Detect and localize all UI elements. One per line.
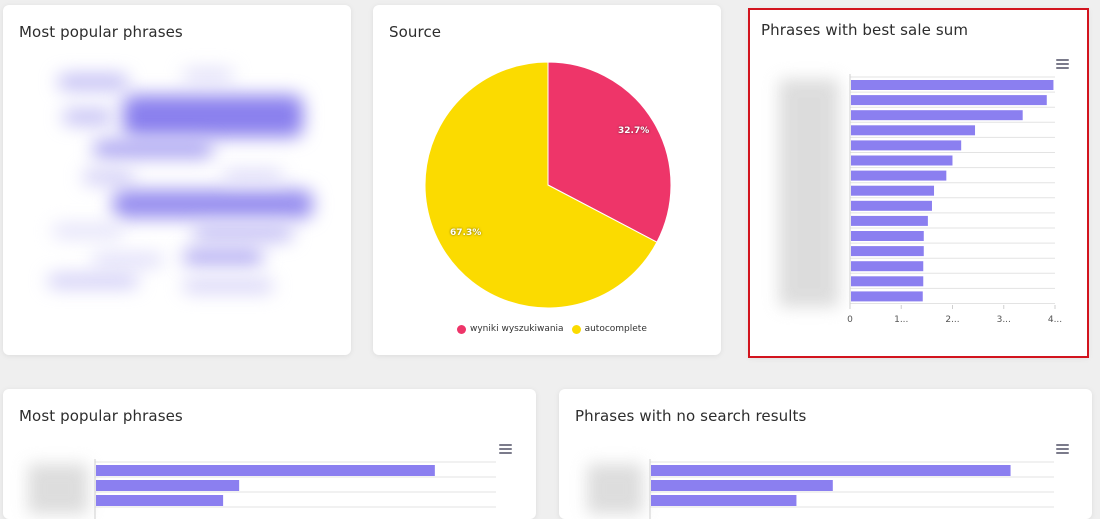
best-sale-bar[interactable] [851,185,935,196]
card-title: Source [389,23,442,41]
card-title: Phrases with best sale sum [761,21,969,39]
no-search-results-bar[interactable] [651,495,797,506]
x-tick-label: 0 [847,315,853,325]
pie-slice-autocomplete[interactable] [424,61,658,309]
most-popular-bar[interactable] [96,480,240,491]
card-title: Most popular phrases [19,407,183,425]
blurred-category-labels [587,464,643,514]
most-popular-bar[interactable] [96,465,435,476]
legend-dot-icon [457,324,466,334]
best-sale-bar[interactable] [851,95,1047,106]
hamburger-icon[interactable] [1056,59,1069,69]
best-sale-bar[interactable] [851,110,1023,121]
best-sale-bar[interactable] [851,140,962,151]
no-search-results-bar[interactable] [651,480,833,491]
legend-item-autocomplete[interactable]: autocomplete [571,324,647,334]
best-sale-bar[interactable] [851,80,1054,90]
best-sale-bar[interactable] [851,291,923,302]
x-tick-label: 3... [997,315,1011,325]
best-sale-bar[interactable] [851,246,924,257]
hamburger-icon[interactable] [1056,444,1069,454]
best-sale-bar[interactable] [851,261,924,272]
best-sale-bar-chart: 0 1... 2... 3... 4... [847,74,1062,325]
card-title: Phrases with no search results [575,407,807,425]
legend-item-wyniki[interactable]: wyniki wyszukiwania [457,324,564,334]
wordcloud-area [33,60,323,310]
most-popular-bar[interactable] [96,495,224,506]
no-search-results-bar[interactable] [651,465,1011,476]
best-sale-bar[interactable] [851,200,932,211]
blurred-category-labels [779,79,839,307]
pie-slice-label-wyniki: 32.7% [618,126,650,136]
pie-slice-wyniki[interactable] [547,61,672,243]
pie-slice-label-autocomplete: 67.3% [450,228,482,238]
best-sale-bar[interactable] [851,125,976,136]
x-tick-label: 1... [894,315,908,325]
x-tick-label: 4... [1048,315,1062,325]
blurred-category-labels [28,464,88,514]
best-sale-sum-card[interactable]: Phrases with best sale sum 0 1... 2... 3...… [749,9,1088,357]
legend-label: wyniki wyszukiwania [470,324,564,334]
best-sale-bar[interactable] [851,231,924,241]
hamburger-icon[interactable] [499,444,512,454]
most-popular-phrases-bar-card: Most popular phrases [3,389,536,519]
best-sale-bar[interactable] [851,155,953,166]
no-search-results-bar-chart [649,459,1054,519]
most-popular-phrases-wordcloud-card: Most popular phrases [3,5,351,355]
legend-dot-icon [571,324,581,334]
x-tick-label: 2... [945,315,959,325]
source-pie-card: Source 32.7% 67.3% wyniki wyszukiwania a… [373,5,721,355]
best-sale-bar[interactable] [851,215,928,226]
most-popular-bar-chart [94,459,496,519]
source-pie-chart [424,61,672,309]
best-sale-bar[interactable] [851,276,924,287]
no-search-results-card: Phrases with no search results [559,389,1092,519]
pie-legend: wyniki wyszukiwania autocomplete [457,324,647,334]
best-sale-bar[interactable] [851,170,947,181]
legend-label: autocomplete [584,324,647,334]
card-title: Most popular phrases [19,23,183,41]
